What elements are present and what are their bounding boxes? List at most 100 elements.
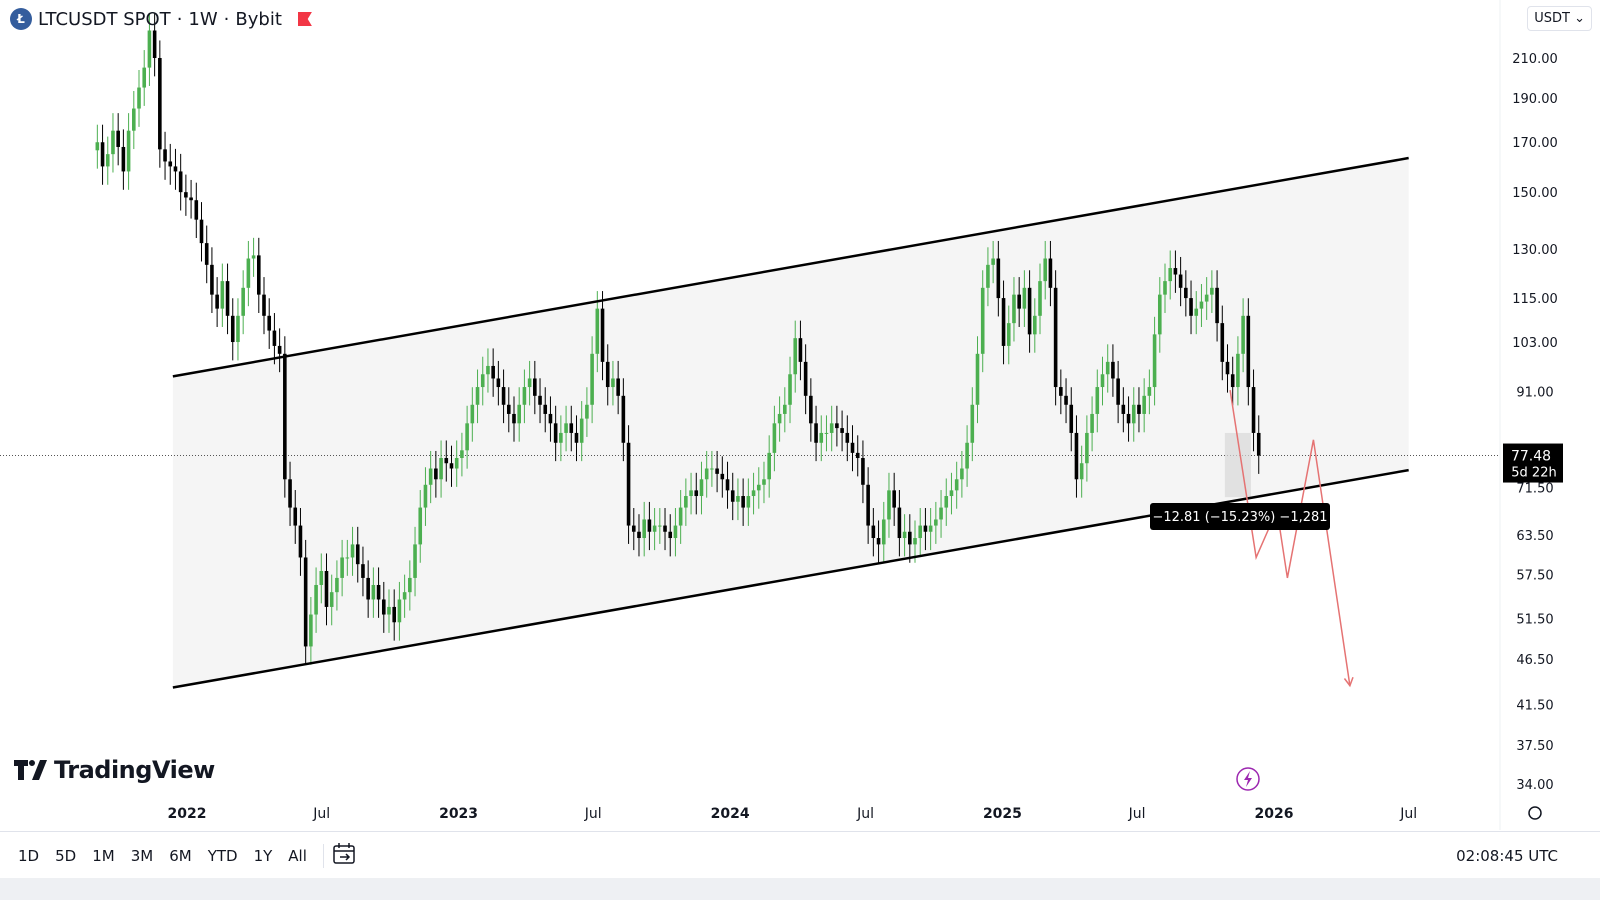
candle-body — [689, 490, 693, 497]
range-3m[interactable]: 3M — [130, 846, 154, 865]
price-tick-label: 37.50 — [1516, 739, 1553, 754]
time-tick-label: 2022 — [168, 806, 207, 822]
time-tick-label: Jul — [1128, 806, 1146, 822]
candle-body — [1027, 287, 1032, 335]
flag-icon[interactable] — [297, 12, 312, 26]
channel-upper-line — [172, 156, 1409, 378]
candle-body — [855, 452, 860, 459]
range-1d[interactable]: 1D — [18, 846, 40, 865]
exchange: Bybit — [235, 8, 282, 30]
candle-body — [1220, 323, 1225, 362]
candle-body — [501, 387, 506, 405]
range-6m[interactable]: 6M — [169, 846, 192, 865]
candle-body — [986, 264, 990, 288]
candle-body — [1236, 353, 1240, 388]
candle-body — [506, 404, 511, 414]
range-5d[interactable]: 5D — [55, 846, 77, 865]
candle-body — [1100, 374, 1105, 388]
candle-body — [1168, 268, 1173, 282]
symbol-name: LTCUSDT SPOT — [38, 8, 171, 30]
candle-body — [522, 387, 527, 405]
time-tick-label: 2024 — [711, 806, 750, 822]
currency-selector[interactable]: USDT ⌄ — [1527, 6, 1592, 31]
candle-body — [1204, 294, 1209, 302]
candle-body — [902, 531, 907, 539]
projection-arrowhead — [1343, 676, 1354, 688]
candle-body — [210, 264, 214, 295]
candle-body — [1079, 463, 1084, 480]
range-all[interactable]: All — [288, 846, 307, 865]
candle-body — [1111, 361, 1115, 379]
channel-fill — [172, 158, 1409, 688]
candle-body — [991, 258, 995, 265]
time-tick-label: Jul — [312, 806, 330, 822]
price-tick-label: 57.50 — [1516, 568, 1553, 583]
range-1y[interactable]: 1Y — [253, 846, 273, 865]
gear-icon[interactable] — [1528, 806, 1542, 820]
range-1m[interactable]: 1M — [92, 846, 115, 865]
candle-body — [923, 525, 928, 532]
candle-body — [163, 149, 167, 162]
candle-body — [574, 432, 579, 443]
candle-body — [366, 577, 370, 600]
candle-body — [1131, 404, 1136, 424]
candle-body — [173, 166, 178, 172]
candle-body — [376, 584, 381, 600]
candle-body — [1189, 298, 1193, 316]
price-chart[interactable]: −12.81 (−15.23%) −1,281 210.00 190.00 170.0… — [0, 0, 1600, 830]
interval: 1W — [188, 8, 218, 30]
candle-body — [652, 525, 657, 532]
last-price-value: 77.48 — [1511, 449, 1551, 465]
price-tick-label: 91.00 — [1516, 385, 1553, 400]
candle-body — [350, 544, 355, 558]
candle-body — [741, 496, 745, 508]
candle-body — [746, 496, 751, 508]
candle-body — [1064, 395, 1068, 405]
candle-body — [1085, 432, 1089, 464]
candle-body — [298, 525, 303, 558]
candle-body — [147, 30, 152, 68]
lightning-icon[interactable] — [1236, 767, 1260, 791]
candle-body — [871, 525, 876, 539]
candle-body — [824, 432, 829, 434]
candle-body — [199, 219, 204, 244]
candle-body — [1147, 387, 1152, 396]
candle-body — [814, 423, 818, 443]
candle-body — [251, 255, 256, 259]
candle-body — [460, 450, 464, 459]
candle-body — [772, 423, 777, 453]
candle-body — [189, 197, 193, 201]
candle-body — [1225, 361, 1230, 375]
candle-body — [861, 458, 865, 485]
candle-body — [1142, 395, 1146, 414]
tradingview-logo[interactable]: TradingView — [14, 756, 215, 784]
candle-body — [168, 161, 173, 167]
candle-body — [934, 519, 938, 526]
candle-body — [918, 525, 923, 539]
candle-body — [293, 507, 298, 526]
candle-body — [876, 538, 881, 545]
candle-body — [418, 507, 423, 545]
symbol-header[interactable]: Ł LTCUSDT SPOT · 1W · Bybit — [10, 8, 312, 30]
calendar-goto-icon[interactable] — [332, 842, 358, 870]
time-tick-label: 2025 — [983, 806, 1022, 822]
candle-body — [309, 614, 313, 647]
last-price-badge — [1503, 443, 1563, 483]
price-tick-label: 103.00 — [1512, 336, 1558, 351]
candle-body — [637, 531, 641, 539]
candle-body — [788, 374, 792, 405]
candle-body — [184, 192, 188, 198]
price-tick-label: 130.00 — [1512, 243, 1558, 258]
candle-body — [543, 404, 548, 414]
candle-body — [564, 423, 568, 433]
candle-body — [381, 599, 386, 615]
candle-body — [533, 378, 537, 396]
candle-body — [1178, 274, 1183, 288]
candle-body — [230, 315, 235, 343]
clock[interactable]: 02:08:45 UTC — [1456, 846, 1558, 865]
candle-body — [751, 490, 756, 497]
candle-body — [611, 378, 615, 388]
range-ytd[interactable]: YTD — [207, 846, 238, 865]
candle-body — [158, 58, 162, 150]
candle-body — [897, 507, 902, 539]
